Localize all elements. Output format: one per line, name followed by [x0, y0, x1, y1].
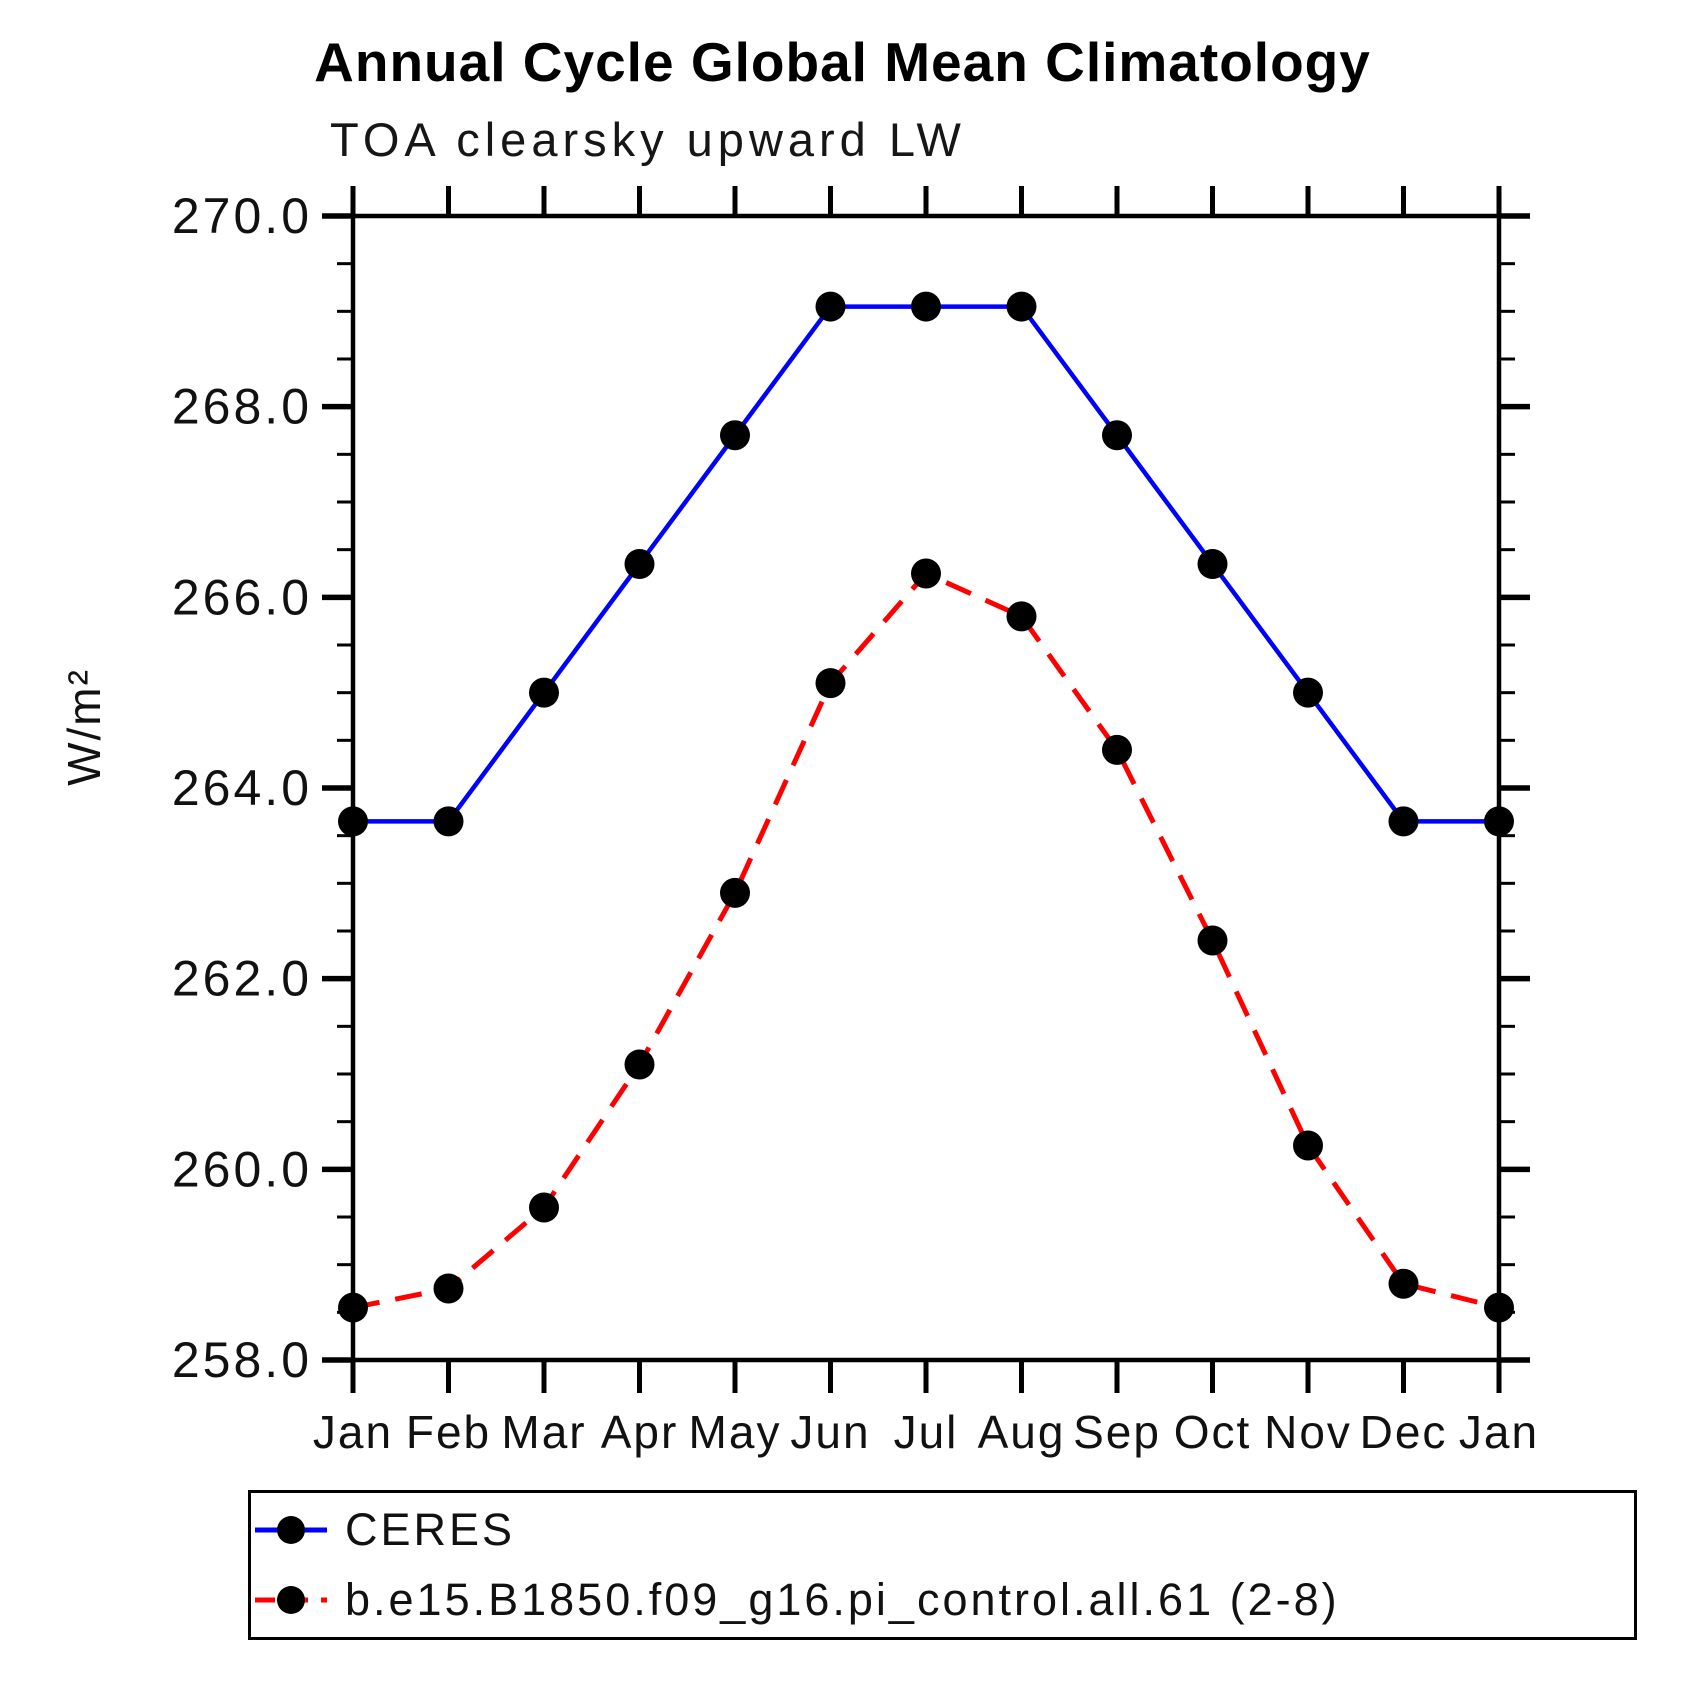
legend-label-model: b.e15.B1850.f09_g16.pi_control.all.61 (2… — [345, 1573, 1340, 1625]
data-point-marker — [1006, 291, 1037, 322]
legend-marker-dot-icon — [277, 1516, 305, 1545]
series-line-1 — [352, 570, 1500, 1311]
legend-marker-dot-icon — [277, 1585, 305, 1614]
legend-box: CERES b.e15.B1850.f09_g16.pi_control.all… — [248, 1490, 1637, 1640]
data-point-marker — [624, 548, 655, 579]
data-point-marker — [1102, 734, 1132, 765]
data-point-marker — [1006, 601, 1037, 632]
x-axis-tick-label: Dec — [1360, 1406, 1448, 1458]
x-axis-tick-label: Jan — [1459, 1406, 1539, 1458]
data-point-marker — [624, 1049, 655, 1080]
data-point-marker — [433, 806, 464, 837]
x-axis-tick-label: Apr — [601, 1406, 679, 1458]
x-axis-tick-label: Mar — [501, 1406, 586, 1458]
data-point-marker — [720, 420, 750, 451]
x-axis-tick-label: Jul — [894, 1406, 959, 1458]
data-point-marker — [1197, 548, 1228, 579]
data-point-marker — [911, 558, 941, 589]
data-point-marker — [529, 677, 559, 708]
data-point-marker — [529, 1192, 559, 1223]
chart-title: Annual Cycle Global Mean Climatology — [314, 31, 1371, 93]
data-point-marker — [1293, 1130, 1323, 1161]
y-axis-tick-label: 260.0 — [172, 1141, 312, 1197]
data-point-marker — [911, 291, 941, 322]
data-point-marker — [1388, 806, 1419, 837]
data-point-marker — [815, 291, 846, 322]
data-point-marker — [1484, 1292, 1514, 1323]
data-point-marker — [338, 1292, 368, 1323]
data-point-marker — [433, 1273, 464, 1304]
x-axis-tick-label: Sep — [1073, 1406, 1161, 1458]
data-point-marker — [720, 877, 750, 908]
legend-line-sample-dashed — [255, 1585, 327, 1614]
y-axis-tick-label: 270.0 — [172, 188, 312, 244]
data-point-marker — [338, 806, 368, 837]
legend-row-model: b.e15.B1850.f09_g16.pi_control.all.61 (2… — [251, 1568, 1634, 1632]
data-point-marker — [1484, 806, 1514, 837]
y-axis-tick-label: 264.0 — [172, 760, 312, 816]
x-axis-tick-label: May — [689, 1406, 782, 1458]
legend-label-ceres: CERES — [345, 1504, 516, 1556]
y-axis-title: W/m² — [58, 668, 110, 786]
x-axis-tick-label: Aug — [978, 1406, 1066, 1458]
x-axis-tick-label: Oct — [1174, 1406, 1252, 1458]
y-axis-tick-label: 268.0 — [172, 379, 312, 435]
data-point-marker — [1388, 1268, 1419, 1299]
legend-line-sample-solid — [255, 1516, 327, 1545]
x-axis-tick-label: Feb — [406, 1406, 491, 1458]
data-point-marker — [1293, 677, 1323, 708]
data-point-marker — [1102, 420, 1132, 451]
chart-subtitle: TOA clearsky upward LW — [330, 113, 966, 166]
y-axis-tick-label: 266.0 — [172, 569, 312, 625]
y-axis-tick-label: 258.0 — [172, 1332, 312, 1388]
data-point-marker — [815, 668, 846, 699]
x-axis-tick-label: Nov — [1264, 1406, 1352, 1458]
data-point-marker — [1197, 925, 1228, 956]
x-axis-tick-label: Jun — [790, 1406, 870, 1458]
y-axis-tick-label: 262.0 — [172, 951, 312, 1007]
legend-row-ceres: CERES — [251, 1498, 1634, 1562]
x-axis-tick-label: Jan — [313, 1406, 393, 1458]
